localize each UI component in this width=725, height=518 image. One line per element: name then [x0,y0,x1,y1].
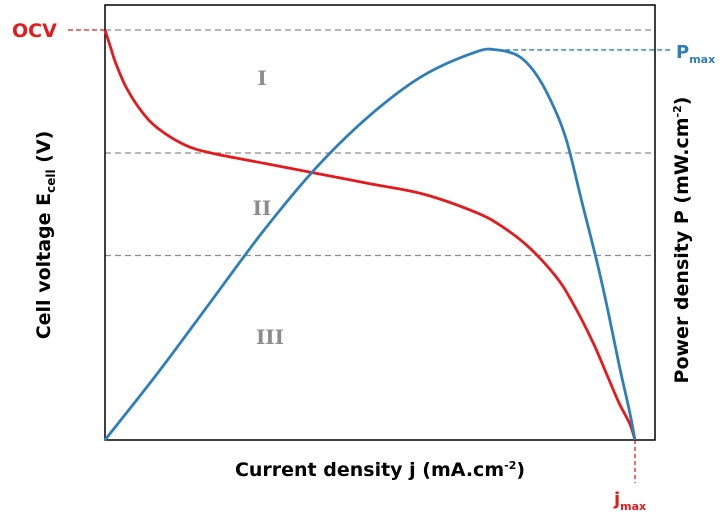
region-label-2: II [253,196,272,220]
y-axis-right-title-main: Power density P (mW.cm [671,117,693,383]
power-curve [103,47,637,441]
jmax-sub: max [620,500,646,513]
curves [103,29,637,441]
y-axis-left-title-sub: cell [44,169,58,192]
y-axis-left-title: Cell voltage Ecell (V) [33,131,58,340]
ocv-label: OCV [12,20,57,42]
x-axis-title-sup: -2 [504,459,516,472]
y-axis-right-title: Power density P (mW.cm-2) [671,97,693,384]
plot-frame [104,4,656,441]
x-axis-title-main: Current density j (mA.cm [235,459,504,481]
jmax-label: jmax [613,489,646,513]
x-axis-title-tail: ) [516,459,525,481]
guide-lines [68,29,670,483]
region-label-3: III [256,325,284,349]
region-label-1: I [257,66,266,90]
y-axis-right-title-tail: ) [671,97,693,106]
pmax-sub: max [689,53,715,66]
y-axis-left-title-main: Cell voltage E [33,193,55,339]
voltage-curve [103,29,637,441]
pmax-label: Pmax [676,42,715,66]
labels: OCV Pmax jmax I II III Current density j… [12,20,715,513]
x-axis-title: Current density j (mA.cm-2) [235,459,525,481]
y-axis-right-title-sup: -2 [671,105,684,117]
jmax-main: j [613,489,620,510]
y-axis-left-title-tail: (V) [33,131,55,170]
pmax-main: P [676,42,689,63]
